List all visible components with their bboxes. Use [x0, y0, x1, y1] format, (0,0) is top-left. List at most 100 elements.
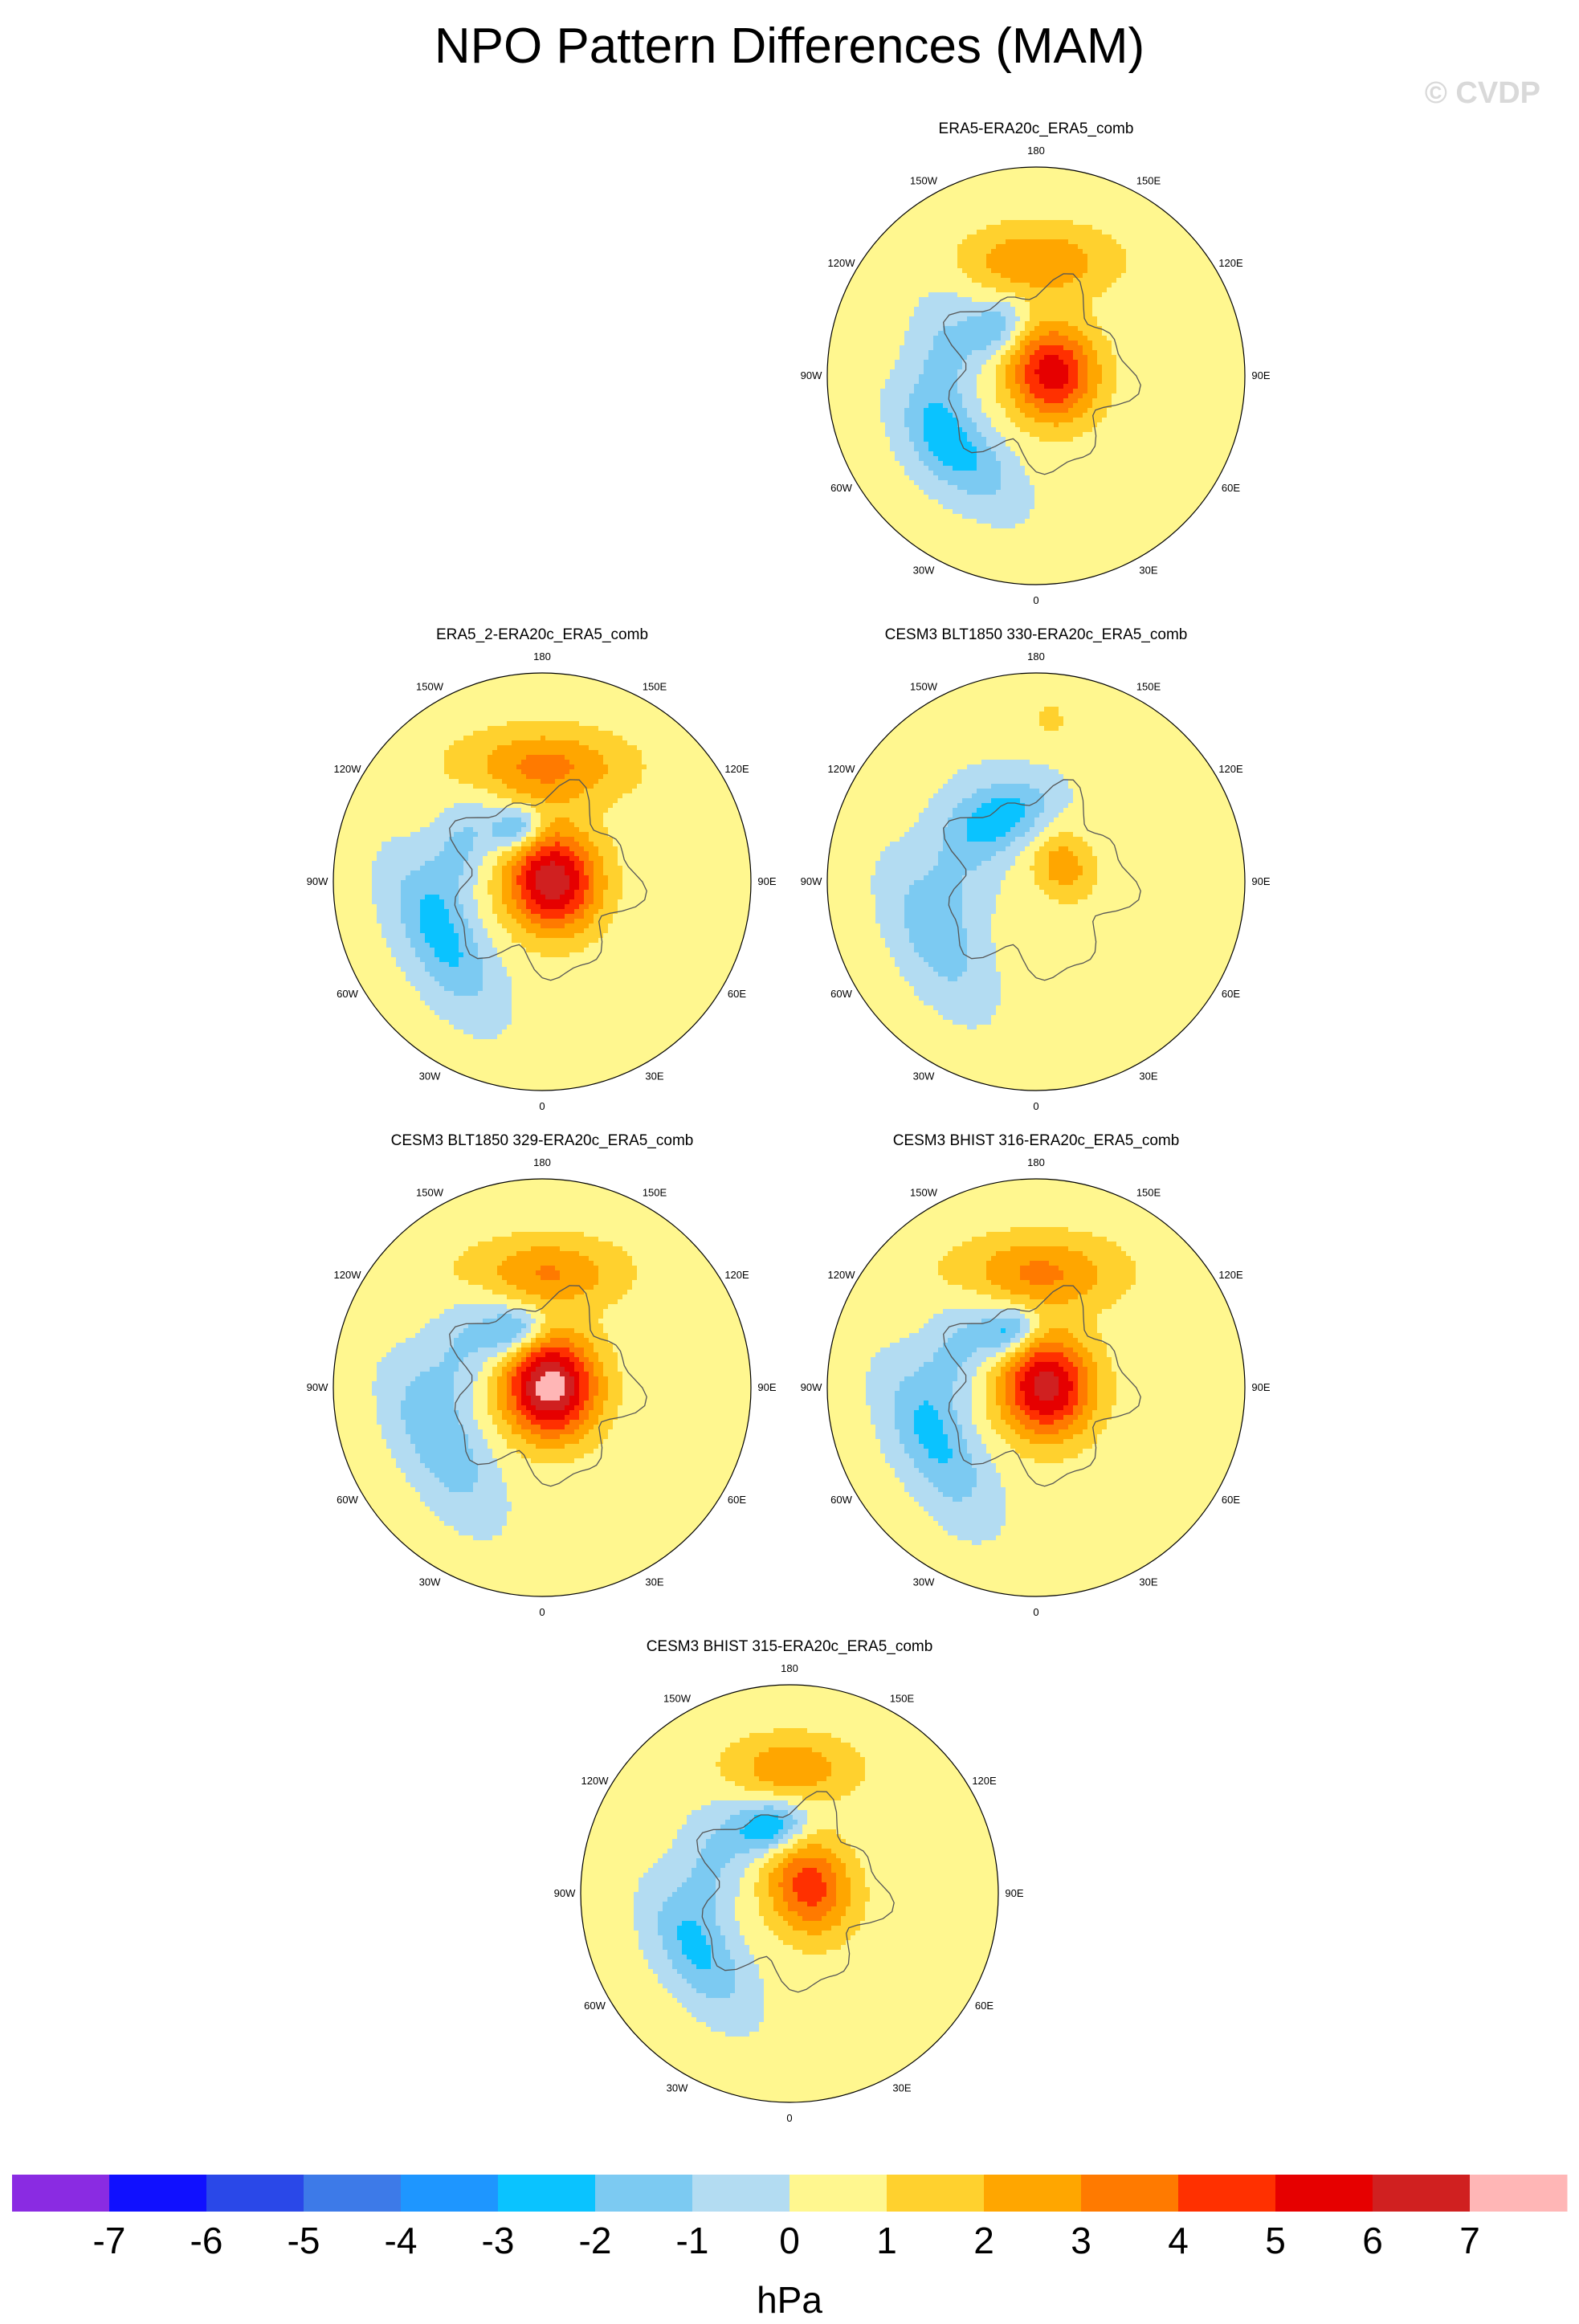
longitude-label: 30E: [645, 1070, 663, 1082]
colorbar-tick: 6: [1362, 2220, 1383, 2261]
colorbar-tick: 2: [973, 2220, 994, 2261]
longitude-label: 0: [1033, 594, 1038, 606]
colorbar-tick: -2: [579, 2220, 612, 2261]
map-boundary: [333, 672, 752, 1091]
colorbar-swatch: [692, 2175, 790, 2212]
colorbar-swatch: [1470, 2175, 1568, 2212]
colorbar-swatch: [12, 2175, 110, 2212]
longitude-label: 120W: [828, 1269, 856, 1281]
longitude-label: 180: [1027, 145, 1045, 157]
longitude-label: 150W: [910, 1187, 938, 1199]
longitude-label: 60E: [1222, 988, 1240, 1000]
coastlines: [943, 1285, 1141, 1487]
longitude-label: 180: [1027, 1156, 1045, 1168]
longitude-label: 90E: [1251, 1381, 1270, 1393]
colorbar-swatch: [1178, 2175, 1276, 2212]
colorbar-swatch: [304, 2175, 402, 2212]
longitude-label: 150E: [1136, 1187, 1161, 1199]
colorbar: -7 -6 -5 -4 -3 -2 -1 0 1 2 3 4 5 6 7 hPa: [12, 2175, 1568, 2321]
longitude-label: 90W: [307, 875, 328, 887]
longitude-label: 90E: [1005, 1887, 1023, 1899]
longitude-label: 120E: [1218, 763, 1243, 775]
panel-title: CESM3 BLT1850 329-ERA20c_ERA5_comb: [391, 1132, 694, 1149]
longitude-label: 150W: [663, 1693, 692, 1705]
map-boundary: [826, 672, 1246, 1091]
longitude-label: 90E: [757, 875, 776, 887]
longitude-label: 120W: [828, 257, 856, 269]
contour-field: [827, 167, 1245, 585]
longitude-label: 150W: [910, 175, 938, 187]
longitude-label: 90W: [554, 1887, 576, 1899]
longitude-label: 180: [781, 1662, 798, 1674]
longitude-label: 150E: [1136, 681, 1161, 693]
longitude-label: 30W: [913, 1070, 935, 1082]
longitude-label: 150E: [890, 1693, 915, 1705]
colorbar-tick: -7: [93, 2220, 126, 2261]
longitude-label: 30E: [1139, 565, 1157, 577]
colorbar-tick: 4: [1168, 2220, 1189, 2261]
longitude-label: 30E: [645, 1576, 663, 1588]
coastlines: [449, 1285, 647, 1487]
longitude-label: 120W: [334, 763, 362, 775]
colorbar-tick-labels: -7 -6 -5 -4 -3 -2 -1 0 1 2 3 4 5 6 7: [93, 2220, 1480, 2261]
colorbar-swatch: [984, 2175, 1082, 2212]
longitude-label: 90E: [1251, 369, 1270, 381]
colorbar-tick: -1: [676, 2220, 709, 2261]
colorbar-swatch: [595, 2175, 693, 2212]
map-panel: CESM3 BHIST 315-ERA20c_ERA5_comb 180 150E 1…: [554, 1638, 1024, 2124]
coastlines: [449, 779, 647, 981]
longitude-label: 0: [539, 1100, 545, 1112]
longitude-label: 30E: [1139, 1070, 1157, 1082]
longitude-label: 30W: [419, 1070, 441, 1082]
map-boundary: [826, 166, 1246, 585]
panel-title: CESM3 BHIST 315-ERA20c_ERA5_comb: [647, 1638, 933, 1655]
map-panel: ERA5-ERA20c_ERA5_comb 180 150E 120E 90E 60E 30…: [801, 120, 1271, 606]
coastlines: [696, 1791, 895, 1993]
longitude-label: 150E: [643, 1187, 667, 1199]
longitude-label: 60E: [728, 1494, 746, 1506]
longitude-label: 60W: [337, 988, 358, 1000]
map-boundary: [580, 1684, 999, 2103]
longitude-label: 150W: [416, 1187, 444, 1199]
longitude-label: 30W: [419, 1576, 441, 1588]
map-panel: CESM3 BHIST 316-ERA20c_ERA5_comb 180 150E 1…: [801, 1132, 1271, 1618]
longitude-label: 30W: [667, 2082, 688, 2094]
longitude-label: 180: [533, 650, 551, 663]
colorbar-tick: -4: [385, 2220, 418, 2261]
longitude-label: 120E: [724, 763, 749, 775]
colorbar-swatch: [887, 2175, 985, 2212]
colorbar-swatch: [498, 2175, 596, 2212]
map-panel: CESM3 BLT1850 330-ERA20c_ERA5_comb 180 150…: [801, 626, 1271, 1112]
panel-title: ERA5-ERA20c_ERA5_comb: [939, 120, 1134, 137]
colorbar-swatch: [1081, 2175, 1179, 2212]
colorbar-tick: 3: [1071, 2220, 1091, 2261]
longitude-label: 60E: [1222, 482, 1240, 494]
longitude-label: 150E: [1136, 175, 1161, 187]
longitude-label: 0: [1033, 1100, 1038, 1112]
coastlines: [943, 273, 1141, 475]
colorbar-swatch: [1373, 2175, 1471, 2212]
longitude-label: 0: [539, 1606, 545, 1618]
figure-title: NPO Pattern Differences (MAM): [435, 18, 1144, 74]
longitude-label: 60W: [584, 2000, 606, 2012]
longitude-label: 60W: [830, 1494, 852, 1506]
colorbar-tick: -6: [190, 2220, 223, 2261]
colorbar-tick: 0: [779, 2220, 800, 2261]
colorbar-tick: -3: [482, 2220, 515, 2261]
longitude-label: 30W: [913, 1576, 935, 1588]
longitude-label: 150W: [416, 681, 444, 693]
longitude-label: 150W: [910, 681, 938, 693]
longitude-label: 60W: [830, 482, 852, 494]
contour-field: [581, 1685, 998, 2102]
longitude-label: 30E: [892, 2082, 911, 2094]
map-panel: ERA5_2-ERA20c_ERA5_comb 180 150E 120E 90E 60E…: [307, 626, 777, 1112]
colorbar-tick: 1: [876, 2220, 897, 2261]
longitude-label: 90W: [801, 1381, 822, 1393]
longitude-label: 120W: [828, 763, 856, 775]
coastlines: [943, 779, 1141, 981]
longitude-label: 30E: [1139, 1576, 1157, 1588]
longitude-label: 60E: [728, 988, 746, 1000]
longitude-label: 90E: [757, 1381, 776, 1393]
colorbar-tick: -5: [288, 2220, 320, 2261]
